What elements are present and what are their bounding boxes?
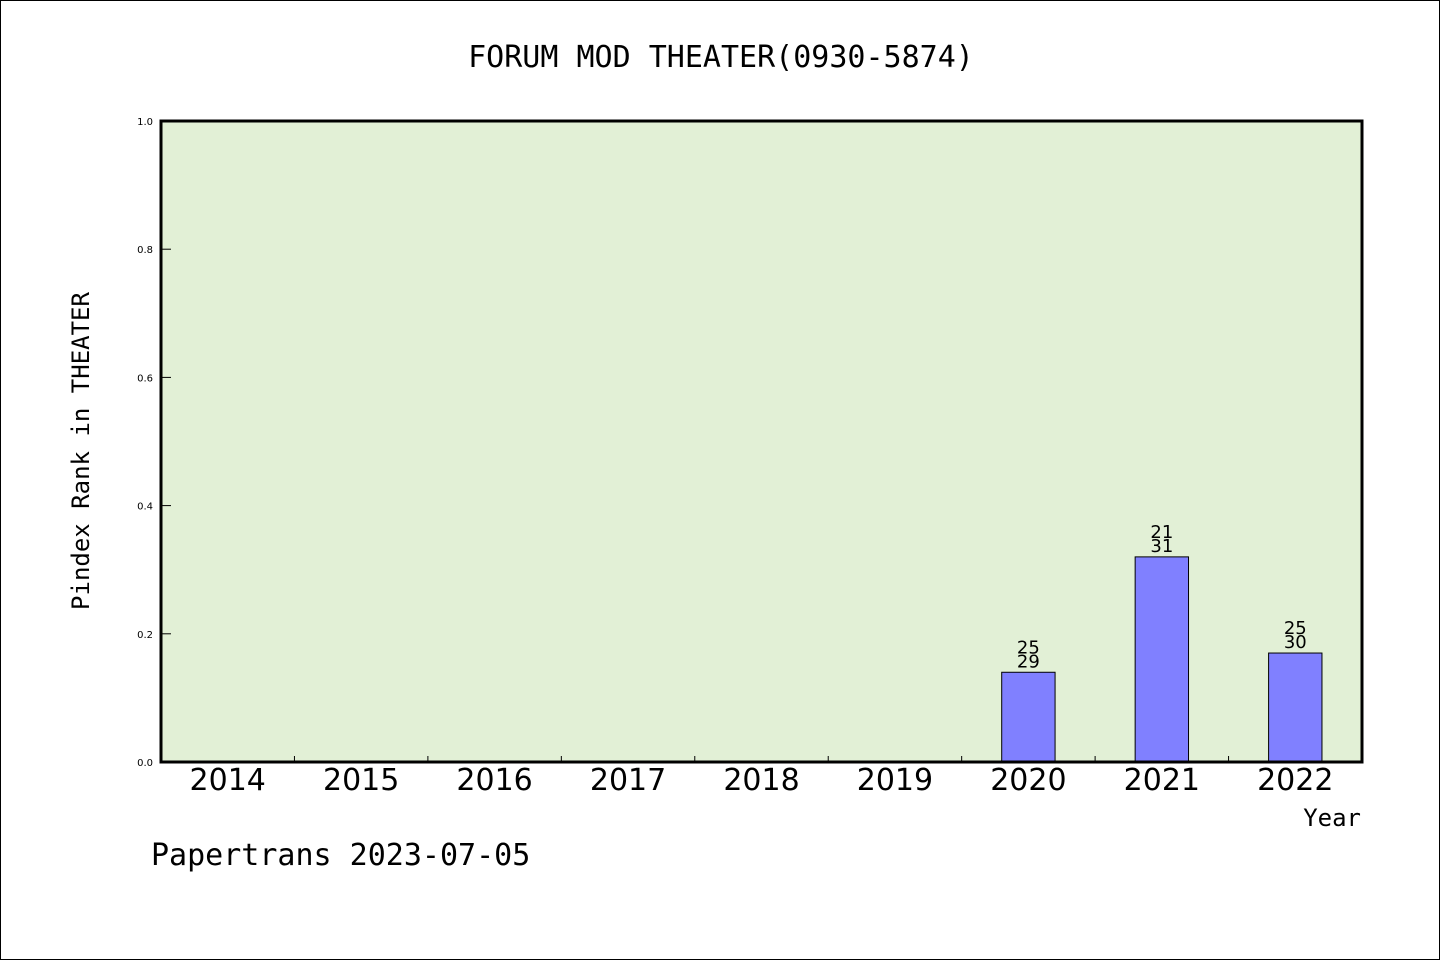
x-tick-label-2017: 2017 [590, 763, 666, 798]
y-tick-label-0.8: 0.8 [137, 245, 153, 256]
x-axis-label: Year [1303, 804, 1361, 832]
chart-title: FORUM MOD THEATER(0930-5874) [468, 40, 974, 75]
bar-label-bottom-2022: 30 [1284, 632, 1307, 653]
x-tick-label-2016: 2016 [456, 763, 532, 798]
plot-border [159, 119, 1364, 764]
bar-label-bottom-2021: 31 [1150, 536, 1173, 557]
y-ticks-group: 0.0 0.2 0.4 0.6 0.8 1.0 [137, 117, 171, 769]
bar-2021 [1134, 556, 1190, 763]
y-tick-label-1.0: 1.0 [137, 117, 153, 128]
y-tick-label-0.0: 0.0 [137, 758, 153, 769]
x-tick-label-2021: 2021 [1124, 763, 1200, 798]
y-tick-label-0.2: 0.2 [137, 630, 153, 641]
bar-label-top-2020: 25 [1017, 637, 1040, 658]
x-tick-label-2015: 2015 [323, 763, 399, 798]
x-tick-label-2014: 2014 [190, 763, 266, 798]
y-tick-label-0.6: 0.6 [137, 373, 153, 384]
y-axis-label: Pindex Rank in THEATER [67, 292, 95, 610]
x-tick-label-2022: 2022 [1257, 763, 1333, 798]
y-tick-label-0.4: 0.4 [137, 502, 153, 513]
bar-label-top-2021: 21 [1150, 522, 1173, 543]
x-tick-label-2018: 2018 [723, 763, 799, 798]
bars-group [1001, 556, 1323, 763]
bar-label-bottom-2020: 29 [1017, 651, 1040, 672]
x-tick-label-2019: 2019 [857, 763, 933, 798]
x-ticks-group: 2014 2015 2016 2017 2018 2019 2020 2021 2022 [190, 756, 1333, 798]
x-tick-label-2020: 2020 [990, 763, 1066, 798]
footer-credit: Papertrans 2023-07-05 [151, 838, 530, 873]
bar-label-top-2022: 25 [1284, 618, 1307, 639]
bar-2022 [1268, 652, 1323, 763]
bar-2020 [1001, 671, 1056, 763]
